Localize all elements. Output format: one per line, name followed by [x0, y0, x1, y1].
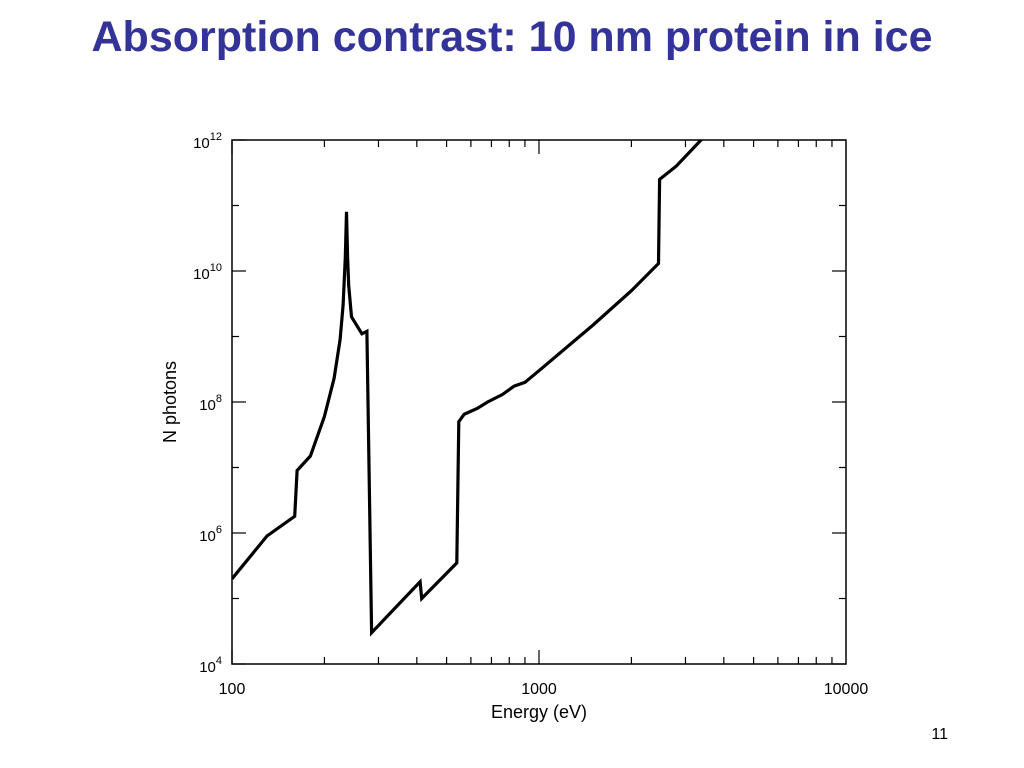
plot-frame [231, 139, 847, 665]
y-tick-label: 1012 [193, 131, 222, 152]
x-axis-label: Energy (eV) [491, 702, 587, 722]
slide-title: Absorption contrast: 10 nm protein in ic… [91, 13, 933, 61]
page-number: 11 [931, 726, 948, 743]
ticks [231, 139, 846, 665]
x-tick-label: 100 [219, 681, 246, 698]
tick-labels: 100 1000 10000 104 106 108 1010 1012 [193, 131, 868, 698]
y-tick-label: 108 [199, 393, 222, 414]
y-axis-label: N photons [160, 361, 180, 443]
y-tick-label: 104 [199, 655, 222, 676]
x-tick-label: 1000 [521, 681, 557, 698]
x-tick-label: 10000 [824, 681, 869, 698]
series-line [232, 140, 704, 637]
axes [231, 139, 847, 665]
y-tick-label: 106 [199, 524, 222, 545]
y-tick-label: 1010 [193, 262, 222, 283]
